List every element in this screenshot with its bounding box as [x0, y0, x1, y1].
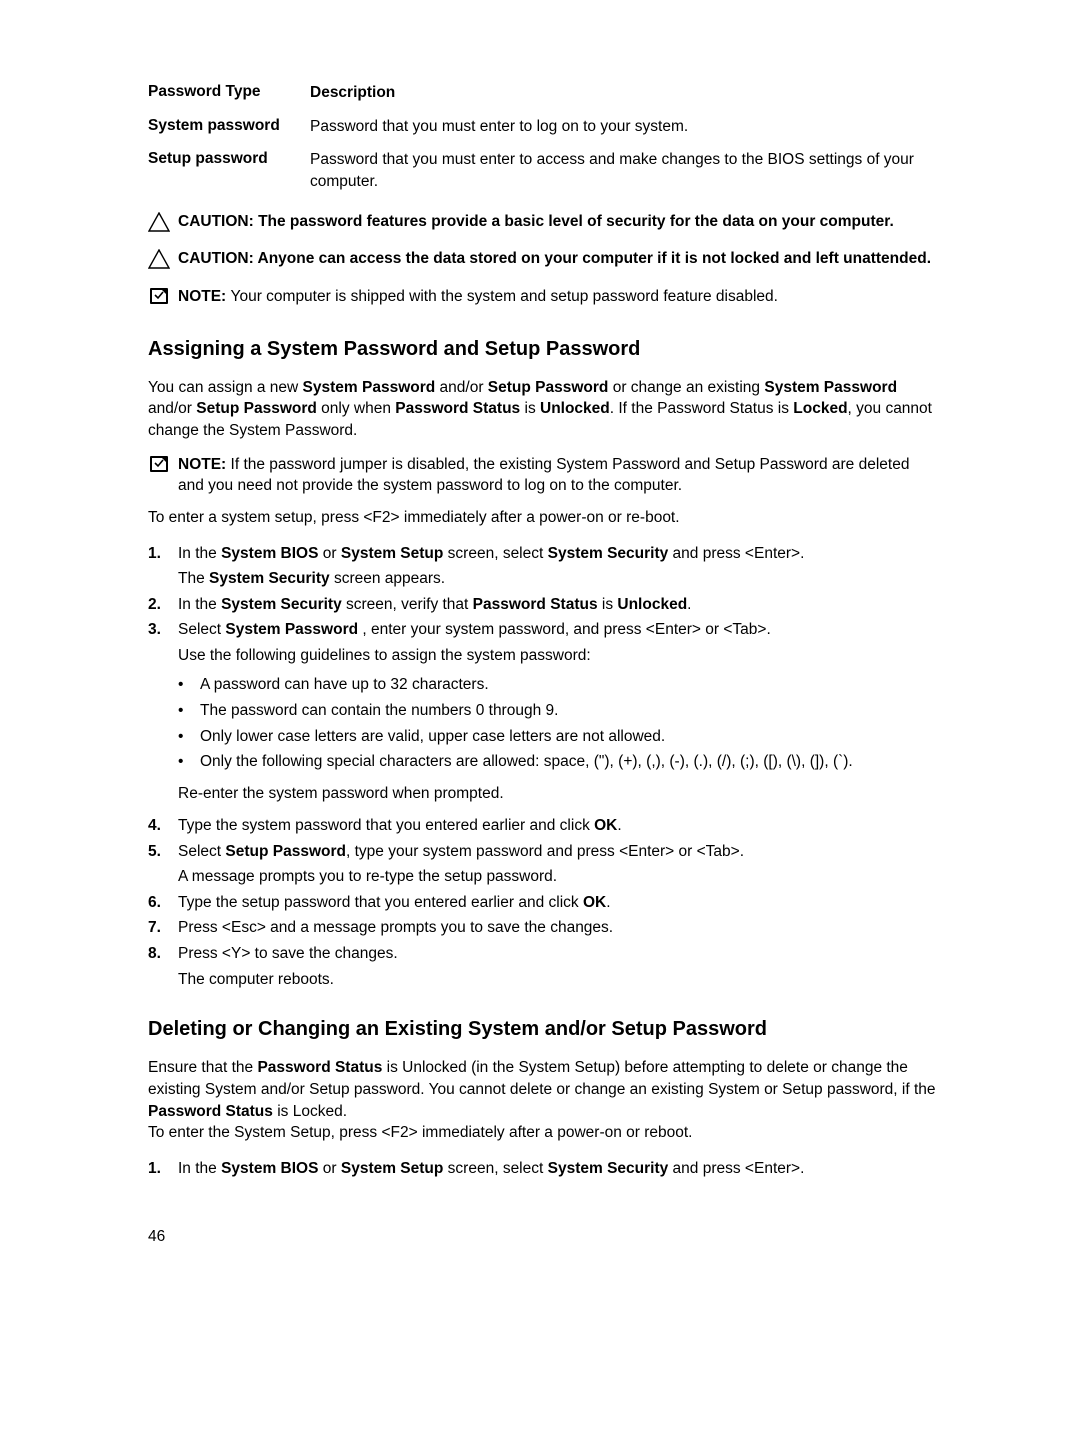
- note-label: NOTE:: [178, 456, 231, 473]
- caution-callout: CAUTION: Anyone can access the data stor…: [148, 248, 938, 276]
- table-row: Setup password Password that you must en…: [148, 149, 938, 192]
- step-number: 8.: [148, 941, 178, 967]
- term-system-password: System password: [148, 116, 310, 137]
- desc-setup-password: Password that you must enter to access a…: [310, 149, 938, 192]
- table-header-term: Password Type: [148, 82, 310, 103]
- step-number: 7.: [148, 915, 178, 941]
- list-item: 7. Press <Esc> and a message prompts you…: [148, 915, 938, 941]
- caution-text: CAUTION: The password features provide a…: [178, 211, 938, 233]
- password-type-table: Password Type Description System passwor…: [148, 82, 938, 193]
- step7-text: Press <Esc> and a message prompts you to…: [178, 915, 938, 941]
- list-item: 4. Type the system password that you ent…: [148, 813, 938, 839]
- note-text: NOTE: Your computer is shipped with the …: [178, 286, 938, 308]
- step-number: 6.: [148, 890, 178, 916]
- steps-list-2: 1. In the System BIOS or System Setup sc…: [148, 1156, 938, 1182]
- note-label: NOTE:: [178, 288, 231, 305]
- step8-line2: The computer reboots.: [178, 967, 938, 993]
- section-heading-deleting: Deleting or Changing an Existing System …: [148, 1016, 938, 1043]
- list-item: 8. Press <Y> to save the changes. The co…: [148, 941, 938, 992]
- list-item: •A password can have up to 32 characters…: [178, 672, 938, 698]
- step-number: 3.: [148, 617, 178, 643]
- step5-line2: A message prompts you to re-type the set…: [178, 864, 938, 890]
- page-number: 46: [148, 1227, 938, 1248]
- pre-steps-text: To enter a system setup, press <F2> imme…: [148, 507, 938, 529]
- step3-guideline-intro: Use the following guidelines to assign t…: [178, 643, 938, 669]
- bullet-list: •A password can have up to 32 characters…: [178, 672, 938, 774]
- list-item: 1. In the System BIOS or System Setup sc…: [148, 1156, 938, 1182]
- caution-icon: [148, 211, 178, 239]
- caution-text: CAUTION: Anyone can access the data stor…: [178, 248, 938, 270]
- caution-callout: CAUTION: The password features provide a…: [148, 211, 938, 239]
- term-setup-password: Setup password: [148, 149, 310, 170]
- section2-intro: Ensure that the Password Status is Unloc…: [148, 1057, 938, 1122]
- note-icon: [148, 286, 178, 312]
- list-item: •Only the following special characters a…: [178, 749, 938, 775]
- list-item: 5. Select Setup Password, type your syst…: [148, 839, 938, 890]
- step-number: 1.: [148, 541, 178, 567]
- step-number: 4.: [148, 813, 178, 839]
- section2-line2: To enter the System Setup, press <F2> im…: [148, 1122, 938, 1144]
- list-item: 3. Select System Password , enter your s…: [148, 617, 938, 813]
- list-item: •Only lower case letters are valid, uppe…: [178, 724, 938, 750]
- list-item: •The password can contain the numbers 0 …: [178, 698, 938, 724]
- table-row: System password Password that you must e…: [148, 116, 938, 138]
- desc-system-password: Password that you must enter to log on t…: [310, 116, 938, 138]
- table-header-desc: Description: [310, 82, 938, 104]
- list-item: 1. In the System BIOS or System Setup sc…: [148, 541, 938, 592]
- step-number: 2.: [148, 592, 178, 618]
- note-body: Your computer is shipped with the system…: [231, 288, 778, 305]
- step8-text: Press <Y> to save the changes.: [178, 941, 938, 967]
- note-callout: NOTE: Your computer is shipped with the …: [148, 286, 938, 312]
- caution-icon: [148, 248, 178, 276]
- note-icon: [148, 454, 178, 480]
- step-number: 1.: [148, 1156, 178, 1182]
- list-item: 2. In the System Security screen, verify…: [148, 592, 938, 618]
- note-body: If the password jumper is disabled, the …: [178, 456, 909, 495]
- step-number: 5.: [148, 839, 178, 865]
- note-text: NOTE: If the password jumper is disabled…: [178, 454, 938, 497]
- steps-list: 1. In the System BIOS or System Setup sc…: [148, 541, 938, 992]
- note-callout: NOTE: If the password jumper is disabled…: [148, 454, 938, 497]
- list-item: 6. Type the setup password that you ente…: [148, 890, 938, 916]
- section-heading-assigning: Assigning a System Password and Setup Pa…: [148, 336, 938, 363]
- intro-paragraph: You can assign a new System Password and…: [148, 377, 938, 442]
- step3-reenter: Re-enter the system password when prompt…: [178, 783, 938, 805]
